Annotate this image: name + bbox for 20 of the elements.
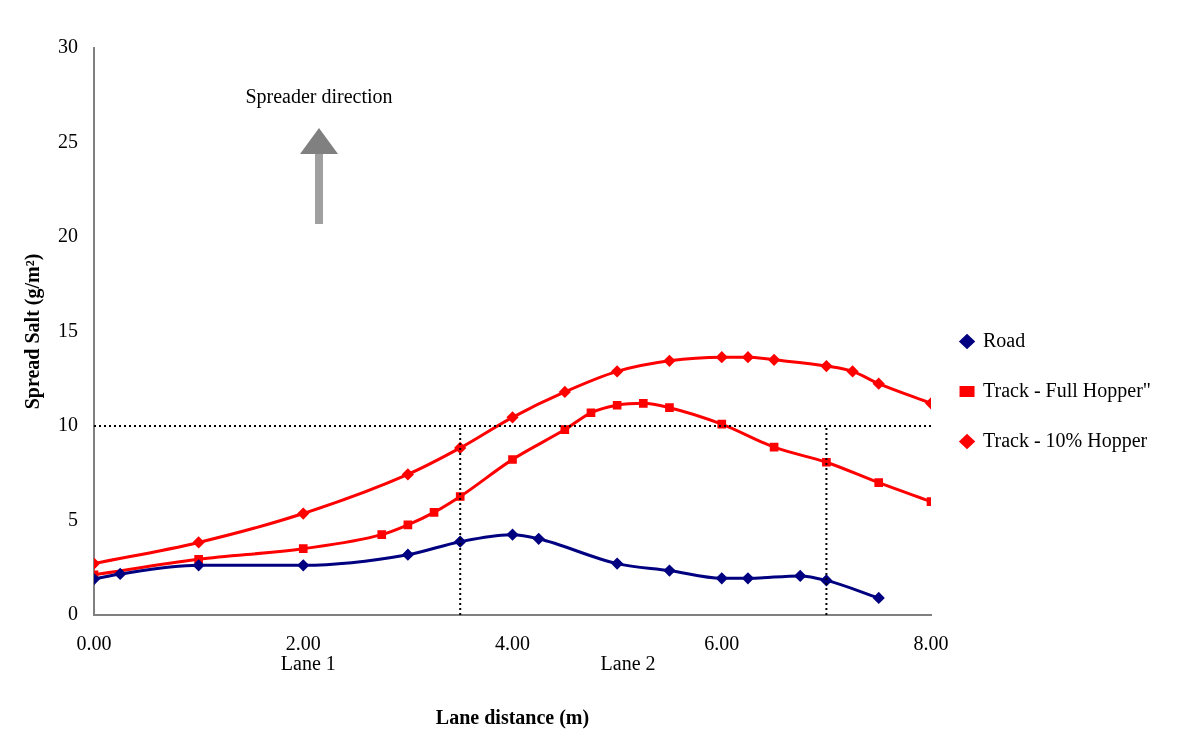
legend-label: Road bbox=[983, 328, 1026, 351]
y-tick-label: 15 bbox=[58, 318, 78, 341]
text: Lane 2 bbox=[600, 652, 656, 675]
x-tick-label: 4.00 bbox=[495, 632, 531, 655]
text: Lane 1 bbox=[280, 652, 336, 675]
y-tick-label: 5 bbox=[68, 507, 78, 530]
y-tick-label: 10 bbox=[58, 413, 78, 436]
y-tick-label: 0 bbox=[68, 602, 78, 625]
y-tick-label: 30 bbox=[58, 35, 78, 58]
y-tick-label: 20 bbox=[58, 224, 78, 247]
legend-label: Track - 10% Hopper bbox=[983, 428, 1148, 452]
y-tick-label: 25 bbox=[58, 129, 78, 152]
x-tick-label: 0.00 bbox=[76, 632, 112, 655]
x-tick-label: 8.00 bbox=[913, 632, 949, 655]
legend-label: Track - Full Hopper" bbox=[983, 378, 1151, 402]
y-axis-title: Spread Salt (g/m²) bbox=[21, 253, 45, 410]
annotation: Spreader direction bbox=[245, 85, 393, 109]
x-tick-label: 2.00 bbox=[285, 632, 321, 655]
x-tick-label: 6.00 bbox=[704, 632, 740, 655]
x-axis-title: Lane distance (m) bbox=[435, 706, 590, 730]
